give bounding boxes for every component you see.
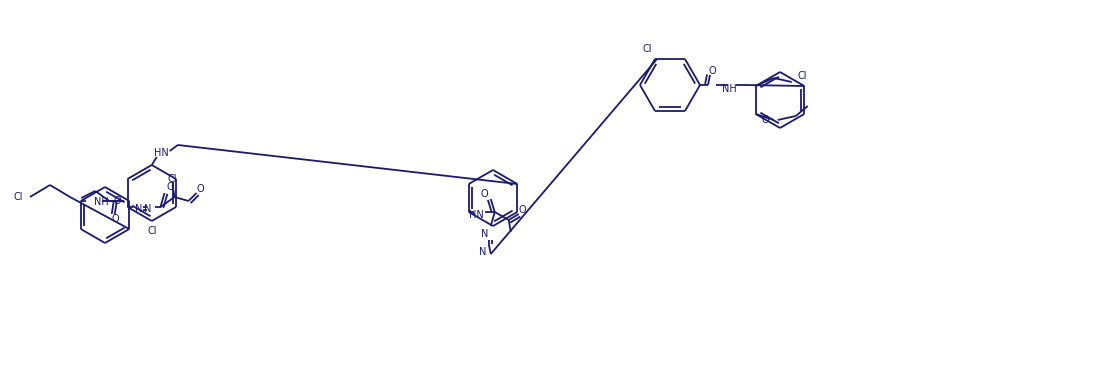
Text: N: N [135, 204, 143, 214]
Text: O: O [167, 182, 174, 192]
Text: Cl: Cl [147, 226, 157, 236]
Text: Cl: Cl [168, 174, 178, 184]
Text: NH: NH [93, 197, 109, 207]
Text: Cl: Cl [642, 44, 652, 54]
Text: O: O [519, 205, 527, 215]
Text: O: O [762, 115, 770, 125]
Text: NH: NH [722, 84, 737, 94]
Text: O: O [112, 214, 120, 224]
Text: O: O [709, 66, 716, 76]
Text: Cl: Cl [798, 71, 806, 81]
Text: O: O [480, 189, 488, 199]
Text: N: N [479, 247, 486, 257]
Text: O: O [113, 196, 121, 206]
Text: HN: HN [155, 148, 169, 158]
Text: N: N [482, 229, 488, 239]
Text: HN: HN [470, 210, 484, 220]
Text: N: N [144, 204, 151, 214]
Text: O: O [196, 184, 204, 194]
Text: Cl: Cl [13, 192, 23, 202]
